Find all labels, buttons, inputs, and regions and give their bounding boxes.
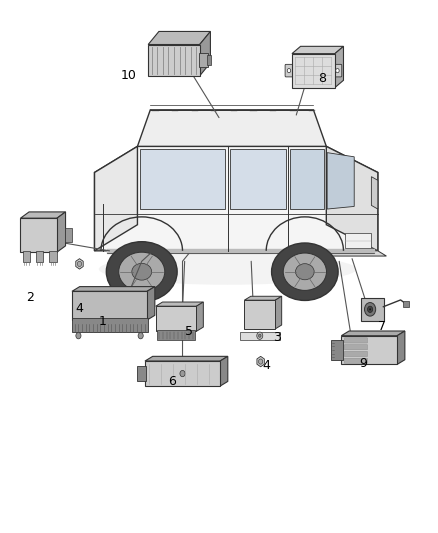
Circle shape (336, 69, 339, 72)
Polygon shape (244, 300, 275, 329)
Polygon shape (371, 176, 378, 209)
Ellipse shape (296, 264, 314, 280)
FancyBboxPatch shape (23, 251, 30, 262)
Text: 4: 4 (262, 359, 270, 372)
Polygon shape (72, 292, 147, 320)
Polygon shape (95, 147, 138, 251)
FancyBboxPatch shape (157, 330, 195, 340)
FancyBboxPatch shape (334, 64, 342, 77)
FancyBboxPatch shape (137, 366, 146, 382)
Polygon shape (148, 45, 200, 76)
Polygon shape (240, 332, 279, 341)
Text: 2: 2 (26, 292, 34, 304)
Polygon shape (197, 302, 203, 332)
Text: 1: 1 (99, 315, 107, 328)
Ellipse shape (272, 243, 338, 301)
Polygon shape (147, 287, 155, 320)
Polygon shape (244, 296, 282, 300)
Polygon shape (145, 361, 220, 386)
Circle shape (287, 69, 291, 72)
FancyBboxPatch shape (344, 351, 367, 357)
Polygon shape (341, 331, 405, 336)
Ellipse shape (283, 253, 326, 290)
FancyBboxPatch shape (344, 338, 367, 343)
FancyBboxPatch shape (345, 232, 371, 248)
Polygon shape (21, 212, 66, 218)
FancyBboxPatch shape (361, 298, 384, 321)
FancyBboxPatch shape (285, 64, 293, 77)
FancyBboxPatch shape (65, 228, 72, 242)
Polygon shape (220, 357, 228, 386)
Polygon shape (335, 46, 343, 87)
Circle shape (258, 334, 261, 337)
Text: 9: 9 (359, 357, 367, 369)
Ellipse shape (132, 263, 152, 280)
Polygon shape (21, 218, 57, 252)
Circle shape (138, 333, 143, 339)
FancyBboxPatch shape (49, 251, 57, 262)
Polygon shape (76, 259, 83, 269)
Text: 4: 4 (76, 302, 83, 315)
Circle shape (258, 359, 263, 364)
Polygon shape (140, 149, 226, 209)
Text: 10: 10 (121, 69, 137, 82)
FancyBboxPatch shape (199, 53, 208, 67)
Polygon shape (230, 149, 286, 209)
Circle shape (257, 332, 263, 340)
Ellipse shape (99, 254, 357, 285)
Polygon shape (95, 147, 378, 251)
Polygon shape (145, 357, 228, 361)
Polygon shape (275, 296, 282, 329)
Polygon shape (155, 302, 203, 306)
Circle shape (76, 333, 81, 339)
Text: 5: 5 (185, 325, 193, 338)
Polygon shape (341, 336, 397, 365)
Circle shape (364, 303, 376, 316)
Polygon shape (72, 287, 155, 292)
Polygon shape (200, 31, 210, 76)
Circle shape (369, 308, 371, 310)
Polygon shape (292, 46, 343, 54)
Polygon shape (148, 31, 210, 45)
Ellipse shape (106, 241, 177, 302)
Circle shape (367, 306, 373, 312)
Text: 8: 8 (318, 72, 326, 85)
Polygon shape (326, 147, 378, 251)
FancyBboxPatch shape (344, 358, 367, 364)
Polygon shape (327, 152, 354, 209)
Polygon shape (138, 110, 326, 147)
Polygon shape (397, 331, 405, 365)
FancyBboxPatch shape (403, 301, 409, 307)
Polygon shape (326, 251, 386, 256)
FancyBboxPatch shape (36, 251, 43, 262)
Polygon shape (292, 54, 335, 87)
Polygon shape (57, 212, 66, 252)
Circle shape (180, 370, 185, 377)
Ellipse shape (119, 252, 165, 291)
Polygon shape (290, 149, 324, 209)
Polygon shape (257, 357, 265, 367)
Text: 7: 7 (378, 320, 386, 333)
FancyBboxPatch shape (71, 319, 148, 332)
FancyBboxPatch shape (207, 55, 211, 65)
Circle shape (78, 261, 81, 266)
FancyBboxPatch shape (344, 345, 367, 350)
Polygon shape (155, 306, 197, 332)
Text: 6: 6 (168, 375, 176, 388)
FancyBboxPatch shape (332, 340, 343, 360)
Text: 3: 3 (273, 330, 281, 343)
